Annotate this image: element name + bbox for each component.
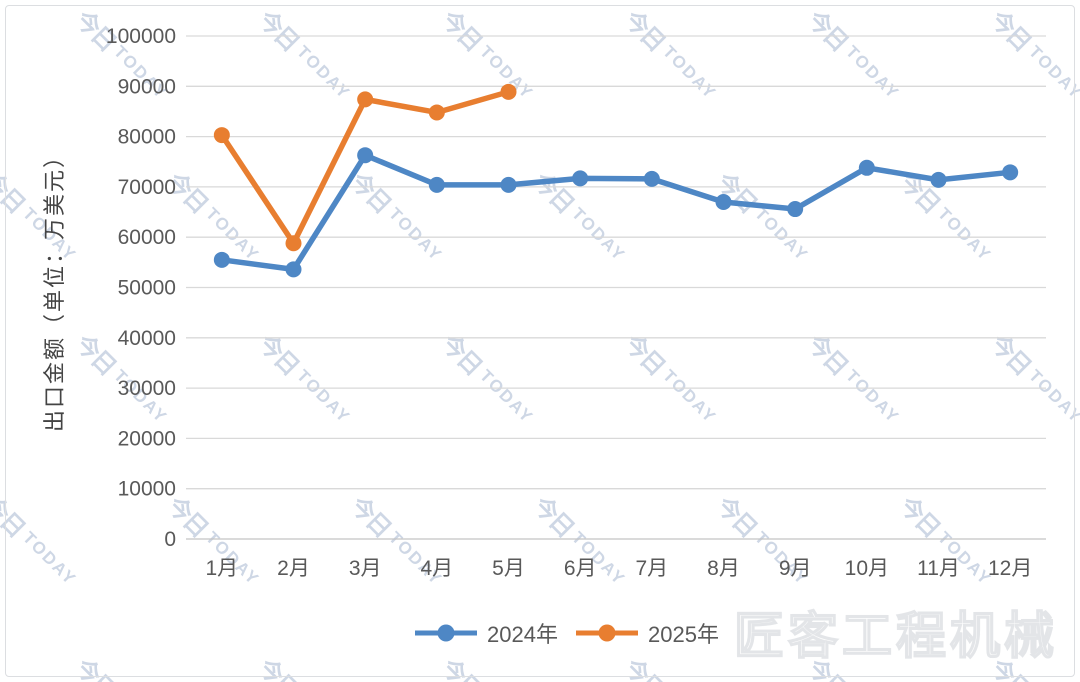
brand-watermark: 匠客工程机械	[733, 607, 1058, 665]
data-point-marker	[643, 170, 660, 187]
data-point-marker	[787, 201, 804, 218]
y-axis-tick-label: 60000	[118, 226, 176, 249]
y-axis-tick-label: 90000	[118, 75, 176, 98]
data-point-marker	[572, 170, 589, 187]
data-point-marker	[357, 91, 374, 108]
x-axis-tick-label: 1月	[205, 557, 238, 580]
y-axis-title: 出口金额（单位：万美元）	[42, 143, 67, 433]
data-point-marker	[428, 104, 445, 121]
x-axis-tick-label: 4月	[420, 557, 453, 580]
legend-label-2024: 2024年	[487, 622, 558, 647]
data-point-marker	[1002, 164, 1019, 181]
data-point-marker	[213, 127, 230, 144]
data-point-marker	[500, 176, 517, 193]
y-axis-tick-label: 100000	[106, 25, 176, 48]
series-line-2025年	[219, 89, 512, 246]
data-point-marker	[715, 193, 732, 210]
x-axis-tick-label: 2月	[277, 557, 310, 580]
legend-label-2025: 2025年	[648, 622, 719, 647]
x-axis-tick-label: 6月	[564, 557, 597, 580]
y-axis-tick-label: 80000	[118, 126, 176, 149]
series-line-2024年	[219, 152, 1013, 273]
data-point-marker	[858, 159, 875, 176]
y-axis-tick-label: 0	[164, 528, 176, 551]
data-point-marker	[285, 235, 302, 252]
legend-item-2025: 2025年	[574, 617, 719, 649]
data-point-marker	[213, 251, 230, 268]
legend: 2024年 2025年	[26, 617, 1080, 649]
y-axis-tick-label: 40000	[118, 327, 176, 350]
x-axis-tick-label: 9月	[779, 557, 812, 580]
legend-line-marker-icon-2024	[415, 624, 478, 642]
y-axis-tick-label: 30000	[118, 377, 176, 400]
legend-line-marker-icon-2025	[576, 624, 638, 642]
data-point-marker	[357, 147, 374, 164]
data-point-marker	[285, 261, 302, 278]
x-axis-tick-label: 10月	[845, 557, 889, 580]
y-axis-tick-label: 10000	[118, 478, 176, 501]
x-axis-tick-label: 3月	[349, 557, 382, 580]
data-point-marker	[930, 171, 947, 188]
y-axis-tick-label: 20000	[118, 427, 176, 450]
x-axis-tick-label: 7月	[635, 557, 668, 580]
data-point-marker	[500, 83, 517, 100]
x-axis-tick-label: 5月	[492, 557, 525, 580]
y-axis-tick-label: 70000	[118, 176, 176, 199]
x-axis-tick-label: 11月	[917, 557, 960, 580]
data-point-marker	[428, 176, 445, 193]
legend-item-2024: 2024年	[413, 617, 558, 649]
x-axis-tick-label: 12月	[988, 557, 1032, 580]
y-axis-tick-label: 50000	[118, 277, 176, 300]
x-axis-tick-label: 8月	[707, 557, 740, 580]
